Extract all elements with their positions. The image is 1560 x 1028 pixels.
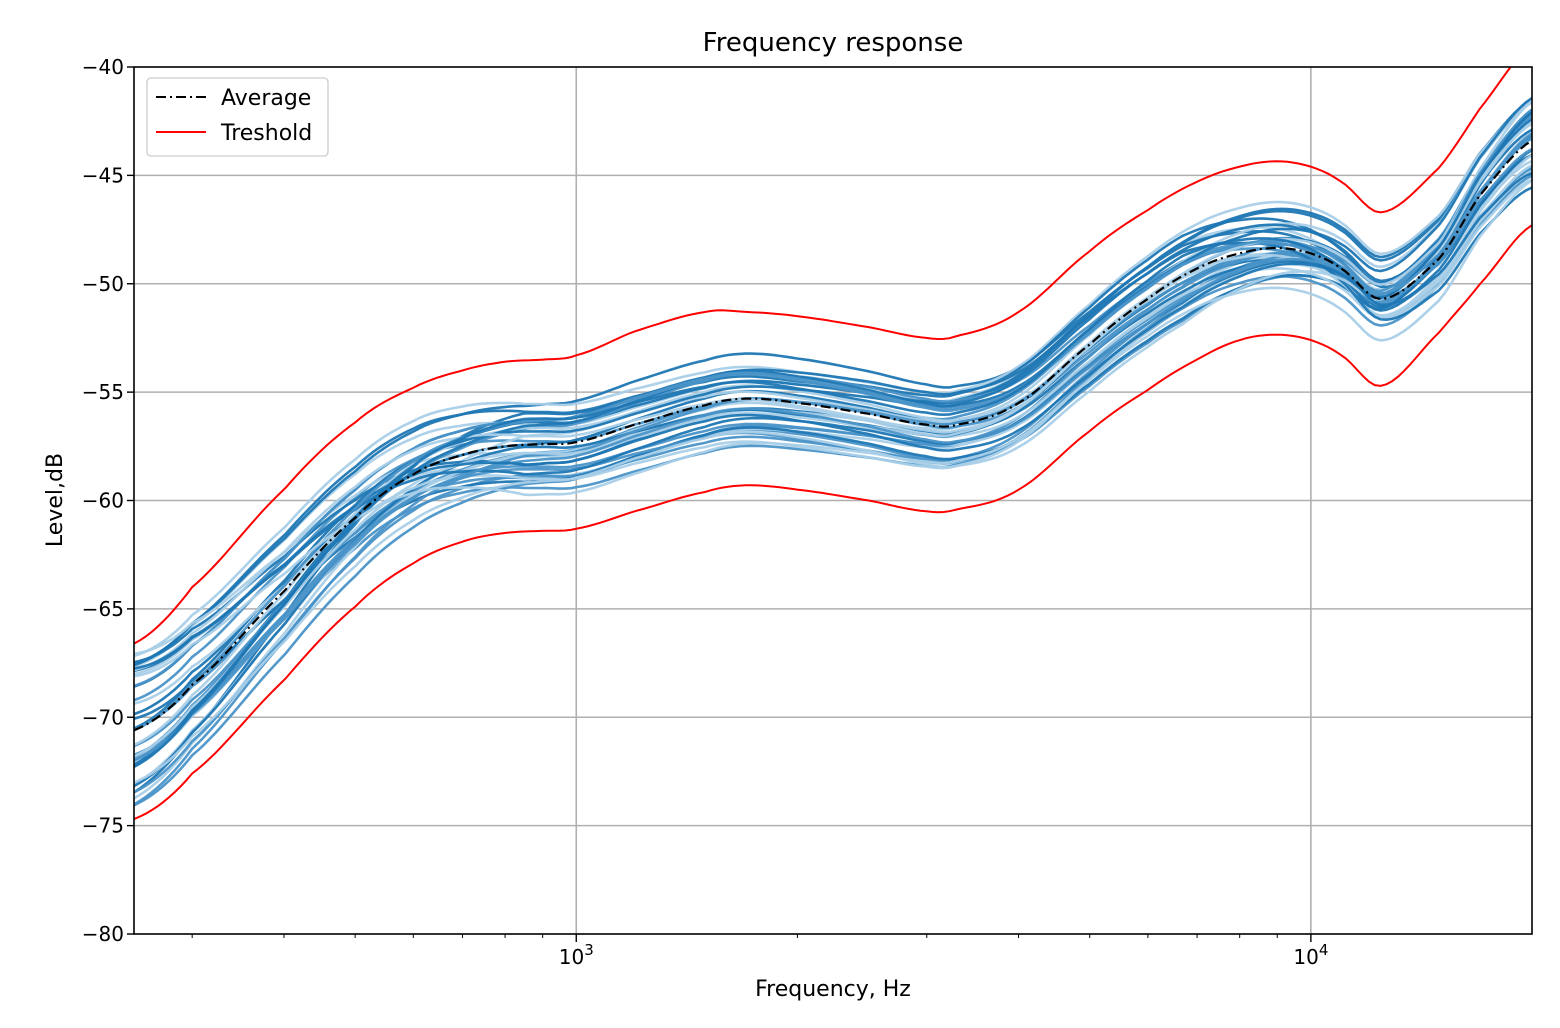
x-tick-label: 103: [559, 941, 594, 969]
measurement-curve: [134, 186, 1532, 766]
y-tick-label: −45: [82, 163, 124, 187]
measurement-curve: [134, 110, 1532, 673]
y-tick-label: −60: [82, 489, 124, 513]
y-tick-label: −75: [82, 814, 124, 838]
y-tick-label: −55: [82, 380, 124, 404]
y-axis: −80 −75 −70 −65 −60 −55 −50 −45 −40: [82, 55, 134, 946]
measurement-curve: [134, 100, 1532, 658]
chart-title: Frequency response: [703, 28, 964, 58]
y-axis-label: Level,dB: [43, 453, 68, 547]
legend-average-label: Average: [221, 86, 311, 111]
measurement-curve: [134, 179, 1532, 678]
measurement-curve: [134, 99, 1532, 784]
y-tick-label: −70: [82, 705, 124, 729]
measurement-curve: [134, 108, 1532, 762]
x-axis-label: Frequency, Hz: [755, 977, 911, 1002]
measurement-curve: [134, 148, 1532, 688]
measurement-curve: [134, 111, 1532, 670]
measurement-curve: [134, 109, 1532, 748]
threshold-lines: [134, 67, 1532, 821]
sample-curves: [134, 96, 1532, 807]
y-tick-label: −40: [82, 55, 124, 79]
average-line: [134, 139, 1532, 732]
legend-box: [146, 77, 329, 157]
upper-threshold-line: [134, 67, 1512, 645]
average-line-group: [134, 139, 1532, 732]
y-tick-label: −65: [82, 597, 124, 621]
lower-threshold-line: [134, 224, 1532, 821]
x-tick-label: 104: [1293, 941, 1328, 969]
legend: Average Treshold: [146, 77, 329, 157]
measurement-curve: [134, 122, 1532, 672]
y-tick-label: −80: [82, 922, 124, 946]
measurement-curve: [134, 100, 1532, 768]
x-axis: 103 104: [191, 934, 1328, 969]
measurement-curve: [134, 101, 1532, 747]
measurement-curve: [134, 128, 1532, 730]
legend-threshold-label: Treshold: [220, 121, 312, 146]
y-tick-label: −50: [82, 272, 124, 296]
